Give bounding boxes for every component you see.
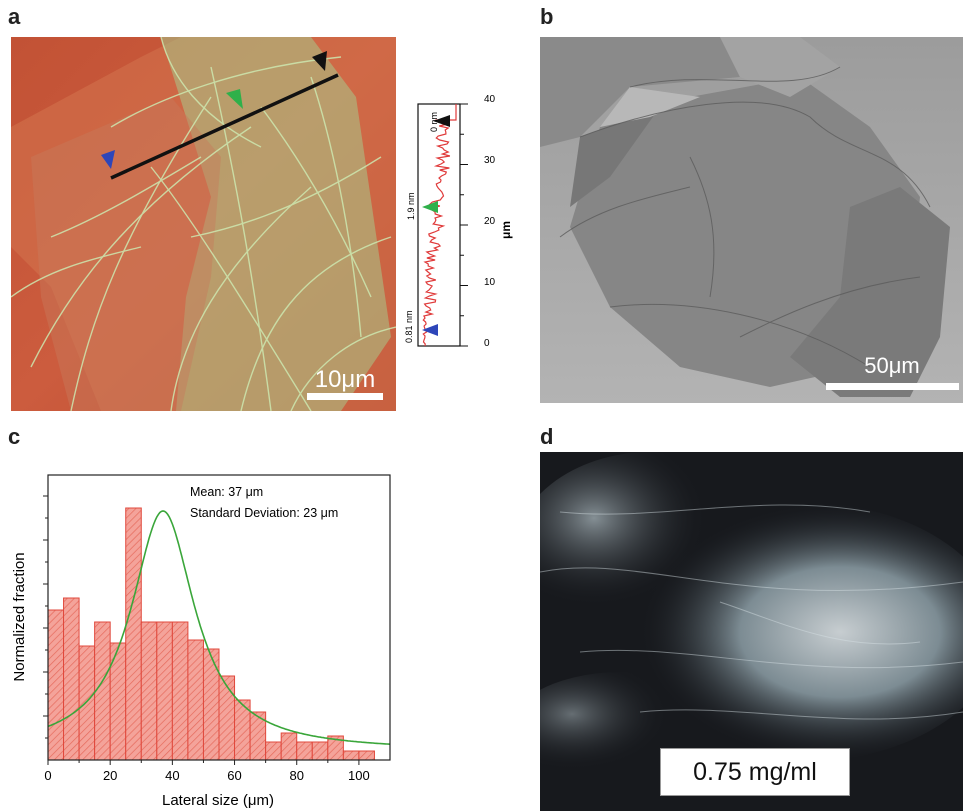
size-histogram: 0 20 40 60 80 100 Mean: 37 μm Standard Deviat… <box>11 474 391 809</box>
scale-bar-a <box>307 393 383 400</box>
histogram-frame <box>47 474 391 761</box>
green-marker-icon <box>226 89 243 109</box>
height-profile-trace <box>422 104 457 347</box>
profile-tick-label-30: 30 <box>484 155 496 166</box>
histogram-bar <box>358 750 375 761</box>
scale-bar-a-label: 10μm <box>315 366 376 393</box>
y-axis-label: Normalized fraction <box>11 552 28 681</box>
profile-blue-marker-icon <box>422 324 438 336</box>
profile-tick-label-20: 20 <box>484 216 496 227</box>
histogram-bar <box>280 732 298 761</box>
std-annotation: Standard Deviation: 23 μm <box>190 506 338 520</box>
panel-label-b: b <box>540 4 554 29</box>
profile-tick-label-40: 40 <box>484 94 496 105</box>
polarized-image <box>540 452 963 811</box>
profile-green-marker-icon <box>422 201 438 213</box>
profile-tick-label-0: 0 <box>484 338 490 349</box>
height-profile: 0.81 nm 1.9 nm 0 nm 40 30 20 10 0 μm <box>404 94 513 349</box>
afm-image-panel: 10μm <box>11 37 396 411</box>
histogram-bar <box>187 639 204 761</box>
lorentzian-fit-curve <box>47 510 391 745</box>
x-tick-label: 20 <box>103 768 117 783</box>
annotation-0-81nm: 0.81 nm <box>404 310 414 343</box>
concentration-label: 0.75 mg/ml <box>660 748 850 796</box>
polarized-image-panel <box>540 452 963 811</box>
x-tick-label: 40 <box>165 768 179 783</box>
mean-annotation: Mean: 37 μm <box>190 485 263 499</box>
histogram-bar <box>47 609 65 761</box>
histogram-bar <box>265 741 282 761</box>
blue-marker-icon <box>101 150 115 169</box>
scale-bar-b <box>826 383 959 390</box>
x-axis-label: Lateral size (μm) <box>162 792 274 809</box>
profile-black-marker-icon <box>433 115 450 127</box>
histogram-bar <box>171 621 189 761</box>
histogram-bar <box>342 750 360 761</box>
black-marker-icon <box>312 51 327 71</box>
panel-label-c: c <box>8 424 21 449</box>
histogram-bar <box>63 597 80 761</box>
panel-label-d: d <box>540 424 554 449</box>
histogram-bar <box>218 675 236 761</box>
histogram-bar <box>202 648 220 761</box>
x-tick-label: 100 <box>348 768 370 783</box>
histogram-bar <box>311 741 329 761</box>
histogram-bar <box>78 645 96 761</box>
scale-bar-b-label: 50μm <box>864 353 919 378</box>
histogram-bar <box>156 621 173 761</box>
x-tick-label: 0 <box>44 768 51 783</box>
annotation-1-9nm: 1.9 nm <box>406 192 416 220</box>
sem-image: 50μm <box>540 37 963 403</box>
panel-label-a: a <box>8 4 21 29</box>
profile-axis-label: μm <box>499 221 513 239</box>
histogram-bar <box>125 507 142 761</box>
histogram-bar <box>140 621 158 761</box>
histogram-bar <box>94 621 111 761</box>
sem-image-panel: 50μm <box>540 37 963 403</box>
annotation-0nm: 0 nm <box>429 112 439 132</box>
afm-image: 10μm <box>11 37 396 411</box>
x-tick-label: 80 <box>289 768 303 783</box>
profile-tick-label-10: 10 <box>484 277 496 288</box>
x-tick-label: 60 <box>227 768 241 783</box>
profile-line <box>110 73 339 180</box>
histogram-bar <box>296 741 313 761</box>
